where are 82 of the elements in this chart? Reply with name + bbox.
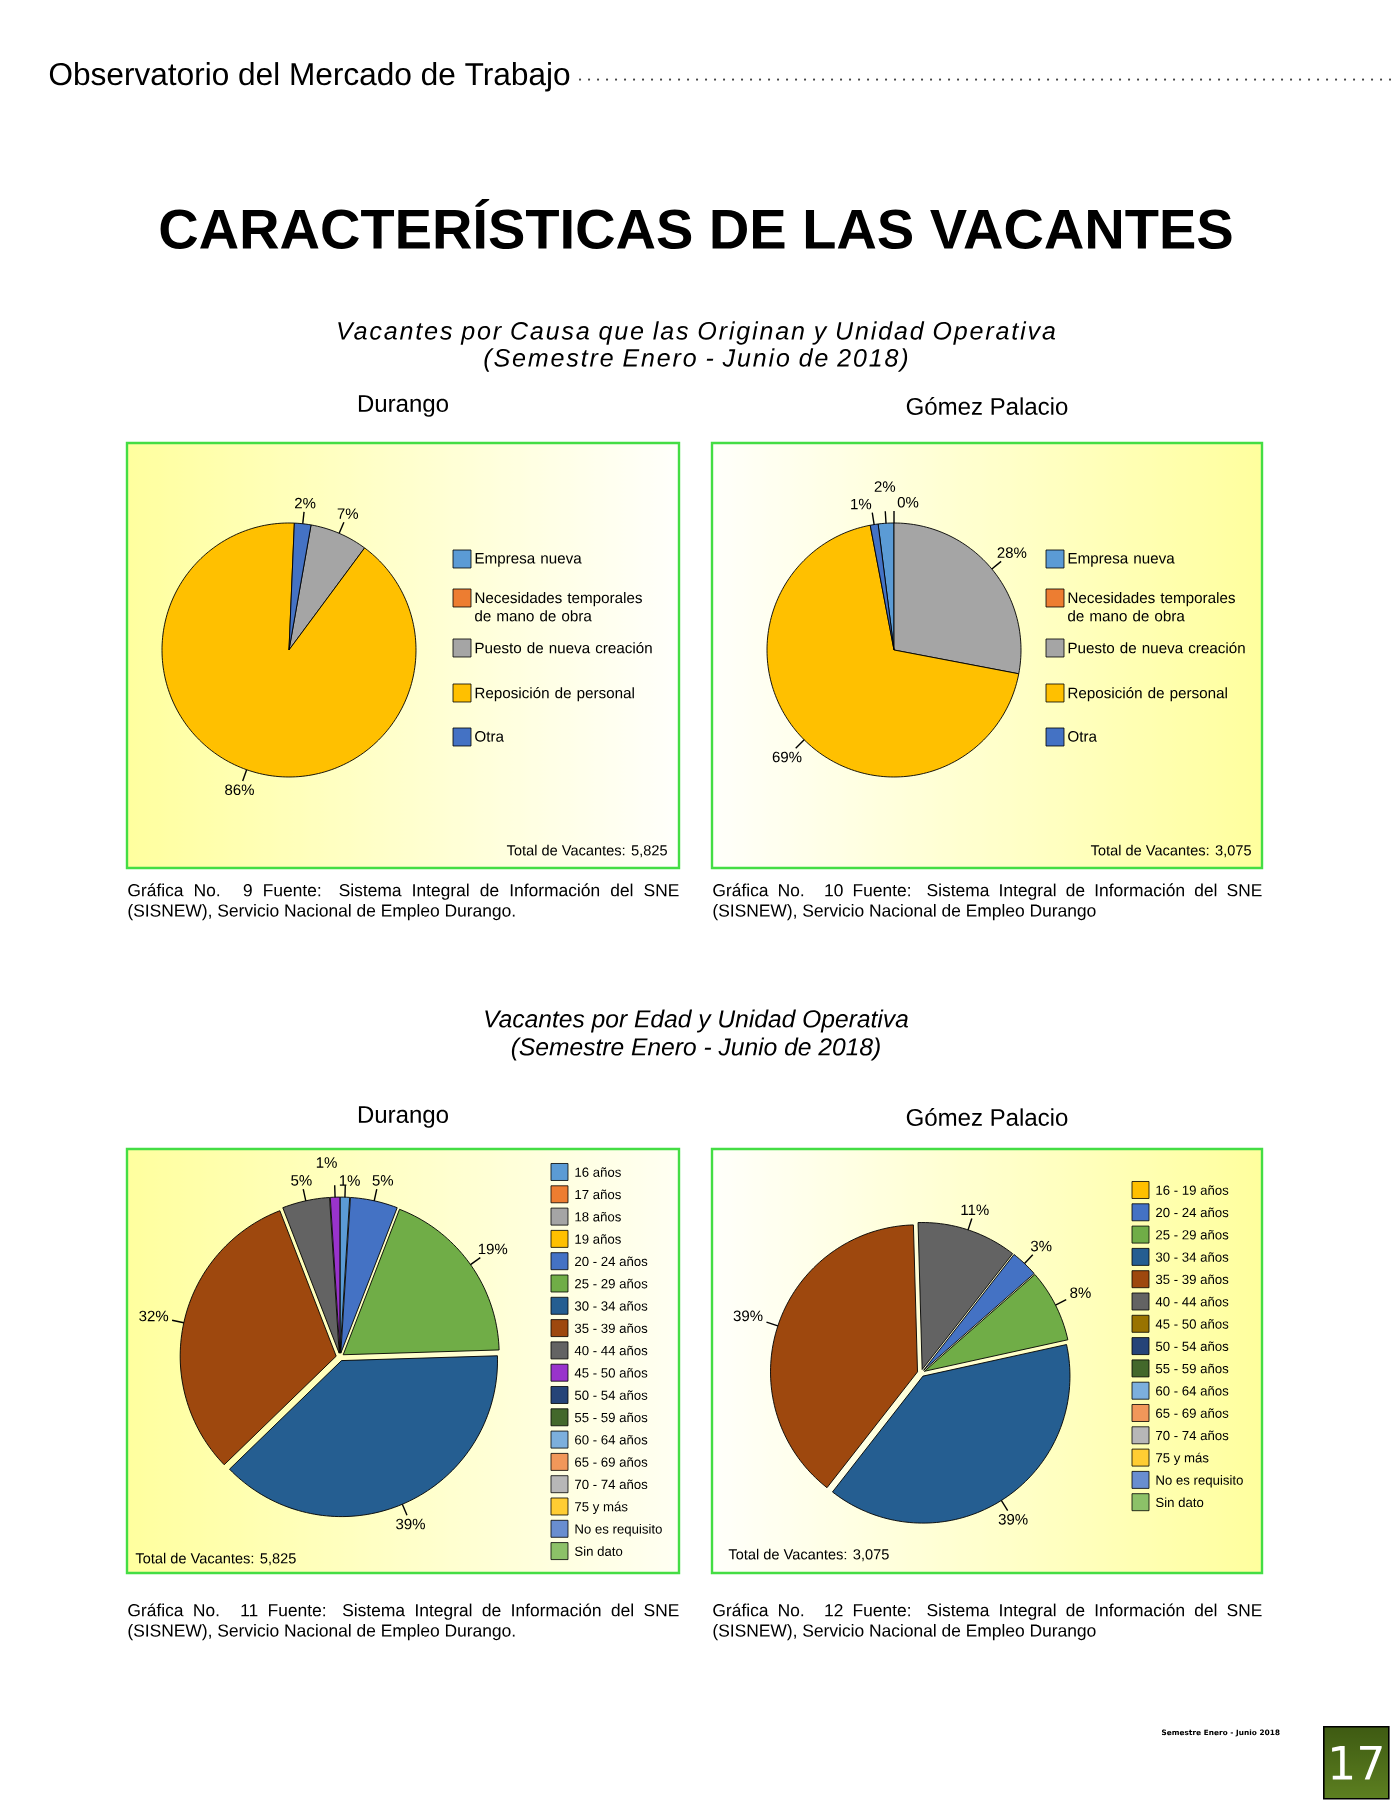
legend-label: No es requisito [1156, 1475, 1243, 1488]
data-label: 2% [295, 497, 316, 509]
data-label: 7% [337, 508, 359, 519]
data-label: 1% [316, 1157, 337, 1168]
legend-label: 25 - 29 años [575, 1278, 648, 1289]
legend-label: 25 - 29 años [1156, 1229, 1229, 1240]
data-label: 28% [997, 547, 1027, 558]
text: Total de Vacantes: 5,825 [135, 1552, 296, 1566]
data-label: 2% [874, 481, 896, 492]
chart-title: Gómez Palacio [906, 1108, 1068, 1126]
legend-label: 16 años [575, 1167, 621, 1177]
legend-label: 65 - 69 años [1156, 1408, 1229, 1418]
legend-label: Otra [475, 730, 504, 742]
legend-label: 45 - 50 años [1155, 1319, 1229, 1329]
legend-label: Sin dato [575, 1546, 623, 1556]
text: Observatorio del Mercado de Trabajo [49, 62, 570, 92]
text: (Semestre Enero - Junio de 2018) [484, 348, 908, 372]
legend-label: Reposición de personal [1068, 687, 1227, 702]
legend-label: 45 - 50 años [574, 1367, 648, 1378]
legend-label: 18 años [575, 1211, 621, 1222]
legend-label: 65 - 69 años [575, 1457, 648, 1467]
legend-label: Necesidades temporales de mano de obra [1068, 592, 1235, 622]
legend-label: 60 - 64 años [1156, 1385, 1229, 1396]
chart-title: Gómez Palacio [906, 397, 1068, 415]
legend-label: 40 - 44 años [1155, 1296, 1229, 1307]
legend-label: 75 y más [575, 1501, 628, 1514]
legend-label: 20 - 24 años [1156, 1207, 1229, 1218]
legend-label: 40 - 44 años [574, 1345, 648, 1356]
text: (Semestre Enero - Junio de 2018) [511, 1037, 880, 1061]
legend-label: Necesidades temporales de mano de obra [475, 592, 642, 622]
data-label: 1% [339, 1175, 360, 1186]
legend-label: Empresa nueva [475, 552, 582, 567]
text: Gráfica No. 10 Fuente: Sistema Integral de Información del SNE (SISNEW), Servicio Nacional de Empleo Durango [713, 883, 1262, 921]
text: Vacantes por Causa que las Originan y Unidad Operativa [338, 321, 1055, 345]
data-label: 39% [998, 1514, 1028, 1525]
text: CARACTERÍSTICAS DE LAS VACANTES [160, 198, 1232, 250]
legend-label: Reposición de personal [475, 687, 634, 702]
legend-label: 16 - 19 años [1156, 1185, 1229, 1195]
text: Vacantes por Edad y Unidad Operativa [485, 1009, 908, 1033]
legend-label: 55 - 59 años [1155, 1363, 1229, 1374]
text: Total de Vacantes: 3,075 [1090, 844, 1251, 858]
text: 0% [897, 496, 919, 508]
data-label: 3% [1030, 1240, 1052, 1252]
legend-label: 17 años [575, 1189, 621, 1200]
text: 17 [1332, 1746, 1382, 1780]
data-label: 8% [1070, 1287, 1091, 1299]
data-label: 11% [961, 1204, 989, 1216]
legend-label: 35 - 39 años [1155, 1274, 1229, 1285]
data-label: 39% [733, 1310, 763, 1322]
data-label: 5% [372, 1175, 394, 1186]
data-label: 86% [225, 784, 254, 796]
legend-label: 35 - 39 años [574, 1323, 648, 1333]
legend-label: 70 - 74 años [1156, 1430, 1229, 1441]
legend-label: 50 - 54 años [574, 1390, 648, 1400]
data-label: 69% [772, 751, 802, 763]
data-label: 32% [139, 1310, 169, 1322]
chart-title: Durango [358, 1106, 448, 1128]
text: Gráfica No. 12 Fuente: Sistema Integral de Información del SNE (SISNEW), Servicio Nacional de Empleo Durango [713, 1603, 1262, 1641]
legend-label: Sin dato [1156, 1497, 1204, 1508]
data-label: 1% [851, 498, 872, 510]
data-label: 5% [291, 1175, 312, 1186]
legend-label: Puesto de nueva creación [1068, 642, 1245, 654]
legend-label: 70 - 74 años [575, 1479, 648, 1490]
text: Gráfica No. 11 Fuente: Sistema Integral de Información del SNE (SISNEW), Servicio Nacional de Empleo Durango. [128, 1603, 679, 1641]
data-label: 19% [478, 1243, 508, 1255]
text: Total de Vacantes: 5,825 [506, 844, 667, 858]
legend-label: No es requisito [575, 1523, 662, 1537]
data-label: 39% [396, 1518, 425, 1530]
legend-label: 75 y más [1156, 1452, 1209, 1466]
legend-label: 30 - 34 años [1155, 1252, 1229, 1262]
legend-label: 55 - 59 años [574, 1412, 648, 1423]
legend-label: 20 - 24 años [575, 1256, 648, 1267]
legend-label: 30 - 34 años [574, 1301, 648, 1311]
legend-label: Otra [1068, 730, 1097, 742]
chart-title: Durango [358, 395, 448, 417]
legend-label: Puesto de nueva creación [475, 642, 652, 654]
legend-label: 60 - 64 años [575, 1434, 648, 1445]
legend-label: 19 años [575, 1234, 621, 1244]
legend-label: Empresa nueva [1068, 552, 1175, 567]
text: Gráfica No. 9 Fuente: Sistema Integral de Información del SNE (SISNEW), Servicio Nacional de Empleo Durango. [128, 883, 679, 921]
text: Total de Vacantes: 3,075 [728, 1548, 889, 1562]
legend-label: 50 - 54 años [1155, 1341, 1229, 1351]
